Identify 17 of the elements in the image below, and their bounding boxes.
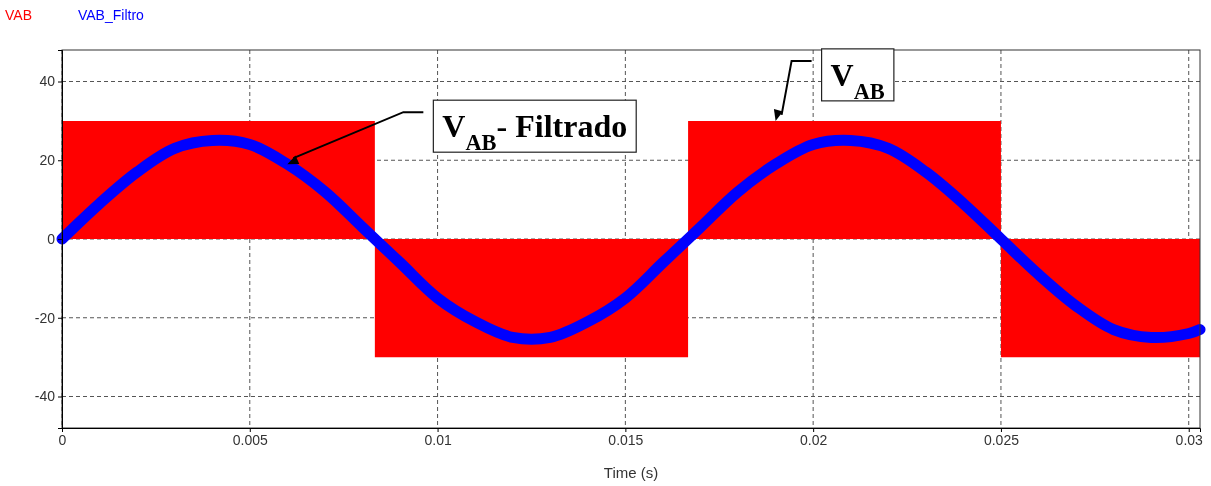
text: VAB_Filtro	[77, 7, 145, 23]
y-tick-label: 0	[47, 230, 56, 247]
y-tick-label: 20	[39, 152, 56, 169]
x-tick-label: 0.005	[232, 431, 269, 448]
text: VAB	[5, 7, 32, 23]
x-tick-label: 0.015	[608, 431, 644, 448]
annotation: V$_{AB}$	[830, 56, 885, 104]
x-axis-title: Time (s)	[603, 464, 659, 481]
x-tick-label: 0	[58, 431, 67, 448]
x-tick-label: 0.01	[424, 431, 452, 448]
y-tick-label: -20	[34, 309, 56, 326]
x-tick-label: 0.03	[1175, 431, 1204, 448]
x-tick-label: 0.025	[983, 431, 1020, 448]
annotation: V$_{AB}$- Filtrado	[442, 108, 628, 155]
y-tick-label: 40	[39, 73, 56, 90]
y-tick-label: -40	[34, 388, 56, 405]
x-tick-label: 0.02	[800, 431, 828, 448]
